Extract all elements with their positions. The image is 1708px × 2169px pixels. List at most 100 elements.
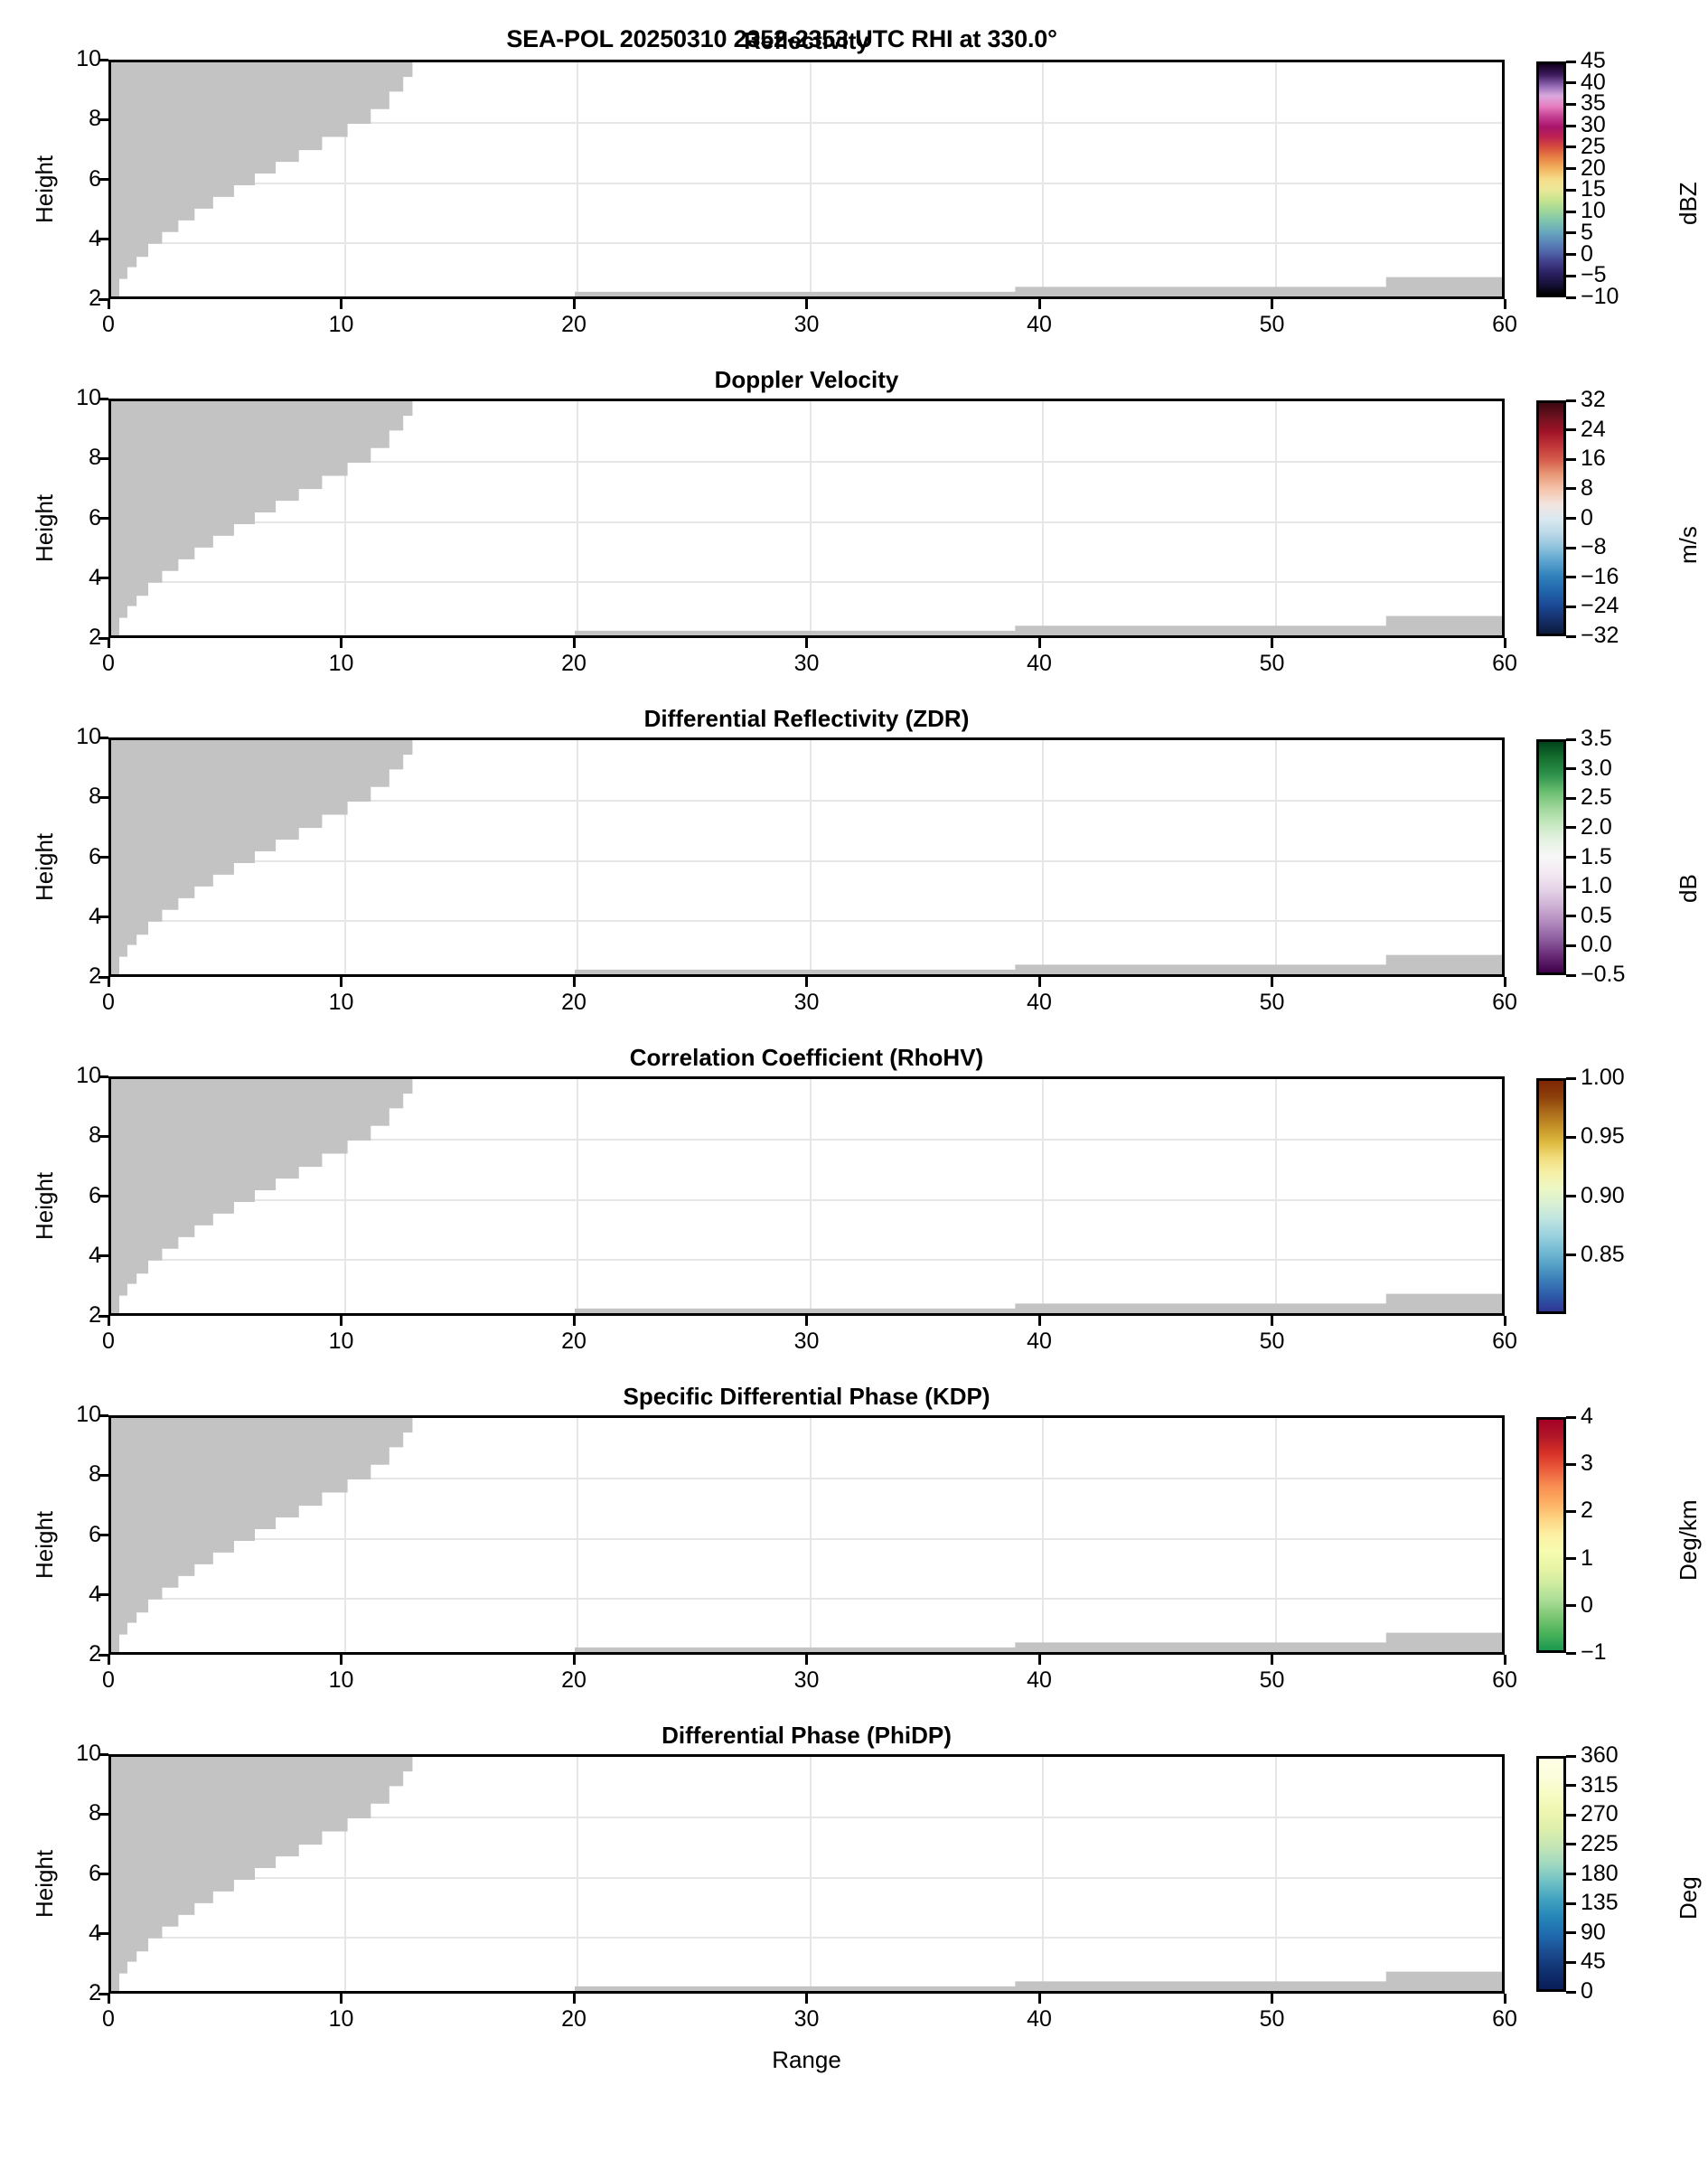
y-tick-label: 10 <box>76 46 101 71</box>
mask-wedge <box>111 1757 413 1991</box>
colorbar-tick-mark <box>1566 102 1576 106</box>
y-tick-label: 4 <box>89 1581 101 1607</box>
y-tick-mark <box>99 1075 108 1078</box>
colorbar-tick-label: 0 <box>1581 1592 1593 1618</box>
plot-area[interactable] <box>108 737 1505 977</box>
y-tick-mark <box>99 1254 108 1258</box>
colorbar-tick-label: 45 <box>1581 1948 1606 1975</box>
y-tick-label: 8 <box>89 1122 101 1149</box>
colorbar-tick-label: 16 <box>1581 446 1606 472</box>
colorbar-tick-label: 90 <box>1581 1919 1606 1945</box>
colorbar-tick-mark <box>1566 973 1576 977</box>
gridline-vertical <box>1274 740 1277 974</box>
y-tick-mark <box>99 456 108 460</box>
gridline-horizontal <box>111 241 1502 244</box>
plot-area[interactable] <box>108 1754 1505 1994</box>
colorbar-tick-mark <box>1566 188 1576 192</box>
gridline-horizontal <box>111 1817 1502 1819</box>
x-tick-label: 0 <box>102 312 115 337</box>
x-tick-label: 0 <box>102 990 115 1015</box>
gridline-vertical <box>1042 1757 1044 1991</box>
gridline-vertical <box>577 740 578 974</box>
gridline-vertical <box>343 401 346 635</box>
y-tick-label: 8 <box>89 1800 101 1826</box>
colorbar-tick-label: −5 <box>1581 262 1607 288</box>
colorbar-tick-label: 35 <box>1581 90 1606 117</box>
y-tick-mark <box>99 178 108 181</box>
x-tick-label: 50 <box>1259 1667 1285 1693</box>
x-tick-mark <box>1503 299 1506 309</box>
colorbar-tick-mark <box>1566 605 1576 608</box>
colorbar-label: dB <box>1675 873 1702 903</box>
x-tick-label: 0 <box>102 1667 115 1693</box>
x-tick-label: 40 <box>1027 990 1052 1015</box>
plot-area[interactable] <box>108 1076 1505 1316</box>
panel-title: Differential Reflectivity (ZDR) <box>643 705 970 732</box>
y-tick-mark <box>99 1413 108 1417</box>
colorbar-tick-label: 135 <box>1581 1890 1619 1916</box>
x-tick-label: 30 <box>793 651 820 676</box>
gridline-vertical <box>1042 62 1044 296</box>
y-tick-label: 10 <box>76 385 101 410</box>
y-tick-mark <box>99 58 108 61</box>
x-tick-mark <box>340 638 343 648</box>
y-tick-mark <box>99 856 108 859</box>
colorbar-tick-label: 0.0 <box>1581 932 1612 958</box>
colorbar-tick-mark <box>1566 1784 1576 1788</box>
x-tick-mark <box>1271 1655 1273 1665</box>
y-tick-mark <box>99 577 108 580</box>
plot-area[interactable] <box>108 60 1505 299</box>
gridline-vertical <box>1042 1418 1044 1652</box>
colorbar-tick-mark <box>1566 1135 1576 1139</box>
colorbar-tick-mark <box>1566 457 1576 461</box>
colorbar-gradient <box>1536 1078 1566 1314</box>
y-tick-label: 10 <box>76 1741 101 1766</box>
colorbar-tick-label: 225 <box>1581 1830 1619 1856</box>
gridline-vertical <box>577 1418 578 1652</box>
gridline-vertical <box>343 740 346 974</box>
y-axis-label: Height <box>31 493 58 562</box>
x-tick-label: 40 <box>1027 2006 1052 2032</box>
plot-area[interactable] <box>108 399 1505 638</box>
colorbar-tick-mark <box>1566 1415 1576 1419</box>
x-tick-mark <box>107 1994 110 2004</box>
colorbar-tick-label: 270 <box>1581 1801 1619 1827</box>
colorbar-tick-label: −24 <box>1581 593 1619 619</box>
x-tick-label: 20 <box>561 312 587 337</box>
x-tick-label: 50 <box>1259 651 1285 676</box>
gridline-vertical <box>809 1079 812 1313</box>
y-tick-label: 4 <box>89 903 101 929</box>
colorbar-tick-mark <box>1566 167 1576 171</box>
colorbar-tick-mark <box>1566 1254 1576 1257</box>
y-tick-mark <box>99 1195 108 1197</box>
y-axis-label: Height <box>31 1171 58 1240</box>
plot-area[interactable] <box>108 1415 1505 1655</box>
colorbar-tick-mark <box>1566 1813 1576 1817</box>
colorbar-tick-mark <box>1566 1651 1576 1655</box>
colorbar-tick-label: 45 <box>1581 48 1606 73</box>
colorbar-tick-label: 3.0 <box>1581 755 1612 781</box>
x-tick-mark <box>107 299 110 309</box>
panel-title: Correlation Coefficient (RhoHV) <box>629 1044 984 1071</box>
colorbar-tick-label: 0 <box>1581 240 1593 267</box>
y-tick-label: 6 <box>89 165 101 192</box>
mask-wedge <box>111 1418 413 1652</box>
panel-title: Doppler Velocity <box>714 366 899 393</box>
x-tick-mark <box>1503 977 1506 987</box>
mask-low-band <box>575 1293 1502 1313</box>
y-tick-mark <box>99 736 108 739</box>
colorbar-tick-mark <box>1566 296 1576 299</box>
colorbar-tick-mark <box>1566 885 1576 888</box>
panel-title: Reflectivity <box>744 27 869 54</box>
y-tick-label: 2 <box>89 1641 101 1667</box>
gridline-horizontal <box>111 1936 1502 1939</box>
x-tick-mark <box>1271 299 1273 309</box>
x-tick-label: 10 <box>328 1667 354 1693</box>
colorbar-tick-label: 2.0 <box>1581 813 1612 840</box>
x-tick-label: 50 <box>1259 1329 1285 1354</box>
colorbar-label: Deg <box>1675 1875 1702 1920</box>
gridline-horizontal <box>111 1478 1502 1480</box>
x-tick-mark <box>107 638 110 648</box>
y-tick-mark <box>99 1752 108 1756</box>
y-tick-mark <box>99 517 108 520</box>
